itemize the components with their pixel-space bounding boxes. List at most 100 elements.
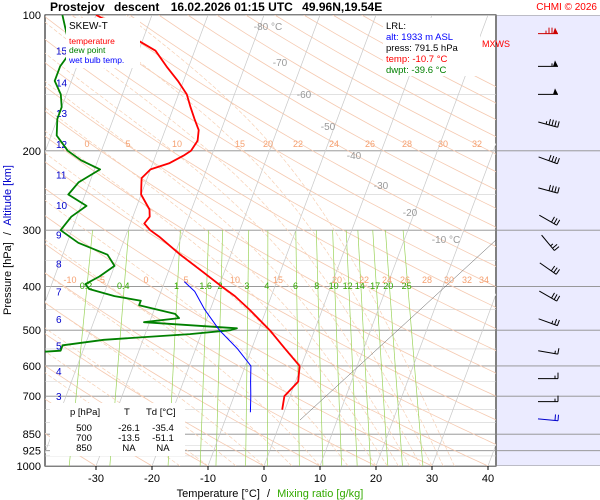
mixing-ratio-line — [245, 230, 250, 466]
table-cell: 850 — [76, 443, 92, 454]
pressure-tick-label: 200 — [23, 146, 41, 158]
table-header-td: Td [°C] — [146, 407, 176, 418]
wind-barb-feather — [548, 154, 552, 161]
mixing-ratio-line — [372, 230, 389, 466]
wind-barb-staff — [538, 121, 558, 128]
moist-adiabat-label: 30 — [444, 275, 454, 285]
wind-barb-feather — [553, 267, 558, 273]
moist-adiabat-label: 15 — [273, 275, 283, 285]
pressure-tick-label: 850 — [23, 429, 41, 441]
mixing-ratio-line — [402, 230, 424, 466]
altitude-tick-label: 9 — [56, 231, 62, 242]
dry-adiabat-label: -60 — [297, 90, 312, 101]
temperature-tick-label: 20 — [370, 473, 382, 485]
moist-adiabat — [45, 130, 388, 466]
wind-barb-half-feather — [545, 121, 548, 125]
wind-barb-feather — [554, 186, 557, 193]
wind-barb-feather — [551, 185, 554, 192]
dry-adiabat — [45, 161, 496, 421]
moist-adiabat-label: 10 — [230, 275, 240, 285]
table-cell: -13.5 — [118, 433, 140, 444]
moist-adiabat-label: 26 — [400, 275, 410, 285]
wind-barb — [539, 262, 561, 275]
moist-adiabat-label: -10 — [63, 275, 76, 285]
flight-mode: descent — [114, 0, 159, 14]
wind-barb-feather — [557, 414, 559, 421]
table-cell: 700 — [76, 433, 92, 444]
table-cell: 500 — [76, 423, 92, 434]
wind-barb — [538, 348, 560, 355]
x-axis-temperature-label: Temperature [°C] — [177, 488, 260, 500]
altitude-tick-label: 10 — [56, 201, 68, 212]
isotherm-line — [95, 15, 265, 466]
dry-adiabat-label: -40 — [347, 151, 362, 162]
station-name: Prostejov — [50, 0, 105, 14]
wind-barb-half-feather — [551, 320, 554, 324]
dry-adiabat — [45, 86, 496, 352]
altitude-tick-label: 7 — [56, 287, 62, 298]
wind-barb-feather — [556, 157, 560, 164]
mixing-ratio-line — [295, 230, 300, 466]
moist-adiabat — [45, 273, 293, 466]
dry-adiabat-label: -30 — [374, 181, 389, 192]
mixing-ratio-lines — [68, 230, 424, 466]
wind-barb-feather — [551, 292, 555, 299]
table-cell: -35.4 — [152, 423, 174, 434]
moist-adiabat-label: 28 — [422, 275, 432, 285]
dewpoint-profile — [45, 15, 238, 353]
wind-barb-feather — [551, 155, 555, 162]
temperature-tick-label: -10 — [200, 473, 216, 485]
moist-adiabat-label: 20 — [263, 139, 273, 149]
wind-barb-staff — [539, 214, 557, 226]
wind-barb-staff — [539, 290, 557, 302]
wind-barb — [537, 414, 559, 422]
isotherm-line — [207, 15, 377, 466]
wind-barb — [538, 372, 559, 380]
wind-barb — [538, 184, 560, 194]
mixing-ratio-label: 3 — [244, 281, 249, 291]
moist-adiabat-label: 20 — [332, 275, 342, 285]
moist-adiabat-label: 0 — [143, 275, 148, 285]
moist-adiabat-label: -5 — [97, 275, 105, 285]
moist-adiabat-label: 5 — [183, 275, 188, 285]
wind-panel — [497, 15, 600, 466]
wetbulb-profile — [183, 281, 252, 413]
table-cell: -26.1 — [118, 423, 140, 434]
wind-barb-feather — [552, 243, 558, 249]
temperature-tick-label: -30 — [88, 473, 104, 485]
mixing-ratio-label: 1.6 — [199, 281, 212, 291]
dry-adiabat-label: -80 °C — [254, 22, 282, 33]
wind-barb-staff — [538, 187, 558, 194]
wind-barb-pennant — [553, 60, 558, 67]
legend-dew-point: dew point — [69, 45, 106, 55]
wind-barb-feather — [550, 265, 556, 272]
wind-barb-feather — [556, 219, 561, 226]
moist-adiabat — [45, 81, 410, 466]
moist-adiabat — [45, 21, 433, 466]
moist-adiabat-label: 34 — [479, 275, 489, 285]
mxws-label: MXWS — [482, 39, 510, 49]
moist-adiabat-label: 28 — [402, 139, 412, 149]
isotherm-line — [45, 15, 97, 153]
mixing-ratio-label: 4 — [264, 281, 269, 291]
mixing-ratio-label: 1 — [174, 281, 179, 291]
dry-adiabat — [45, 62, 496, 330]
isotherm-grid — [45, 15, 496, 466]
lrl-altitude: alt: 1933 m ASL — [386, 32, 453, 43]
altitude-tick-label: 15 — [56, 47, 68, 58]
pressure-tick-label: 400 — [23, 282, 41, 294]
dry-adiabat-label: -20 — [403, 208, 418, 219]
moist-adiabat-label: 10 — [172, 139, 182, 149]
mixing-ratio-line — [215, 230, 223, 466]
dry-adiabat — [45, 302, 321, 466]
lrl-temperature: temp: -10.7 °C — [386, 54, 447, 65]
legend-temperature: temperature — [69, 36, 115, 46]
altitude-tick-label: 4 — [56, 367, 62, 378]
moist-adiabat — [126, 15, 455, 466]
altitude-tick-label: 5 — [56, 341, 62, 352]
y-axis-title: Pressure [hPa] / Altitude [km] — [2, 165, 14, 315]
wind-barb-feather — [551, 119, 554, 126]
moist-adiabat-label: 0 — [84, 139, 89, 149]
dry-adiabat — [100, 15, 496, 247]
